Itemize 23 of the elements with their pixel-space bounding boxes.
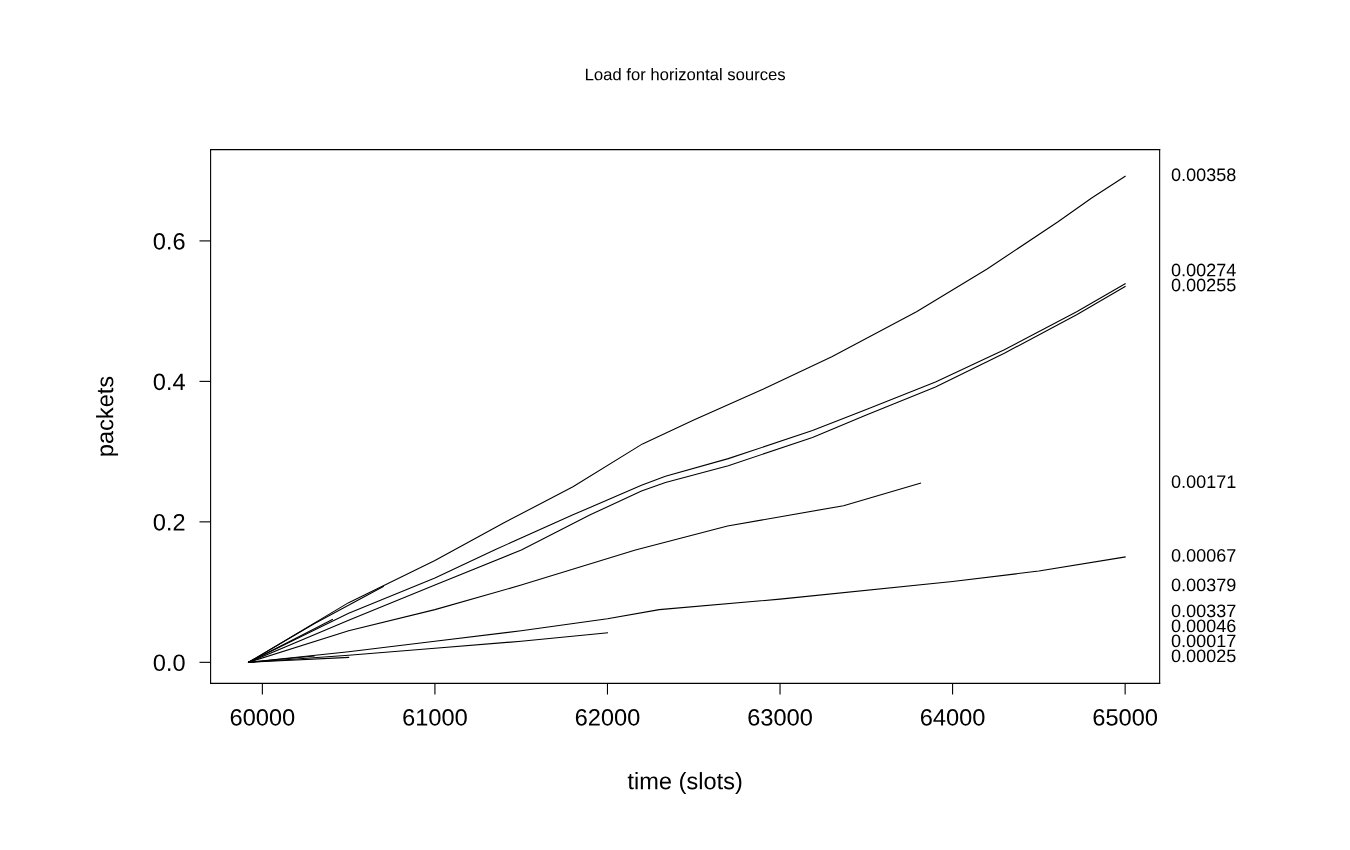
- x-tick-label: 60000: [230, 709, 295, 726]
- text: 0.00046: [1171, 619, 1236, 633]
- x-axis-title: time (slots): [627, 772, 742, 795]
- text: 0.00017: [1171, 634, 1236, 648]
- x-tick-label: 64000: [920, 709, 985, 726]
- y-axis-title: packets: [96, 376, 119, 456]
- text: 0.00171: [1171, 475, 1236, 489]
- text: 0.00274: [1171, 263, 1236, 277]
- text: 0.00358: [1171, 168, 1236, 182]
- text: 0.00255: [1171, 278, 1236, 292]
- text: 0.00379: [1171, 578, 1236, 592]
- text: 0.00067: [1171, 549, 1236, 562]
- x-tick-label: 65000: [1093, 709, 1158, 726]
- y-tick-label: 0.0: [153, 654, 185, 672]
- x-tick-label: 63000: [748, 709, 812, 726]
- y-tick-label: 0.6: [153, 232, 185, 250]
- x-tick-label: 61000: [403, 709, 467, 726]
- y-tick-label: 0.4: [153, 373, 185, 391]
- x-tick-label: 62000: [575, 709, 640, 726]
- text: 0.00337: [1171, 604, 1236, 618]
- chart-title: Load for horizontal sources: [585, 68, 786, 81]
- y-tick-label: 0.2: [153, 513, 185, 531]
- text: 0.00025: [1171, 649, 1236, 663]
